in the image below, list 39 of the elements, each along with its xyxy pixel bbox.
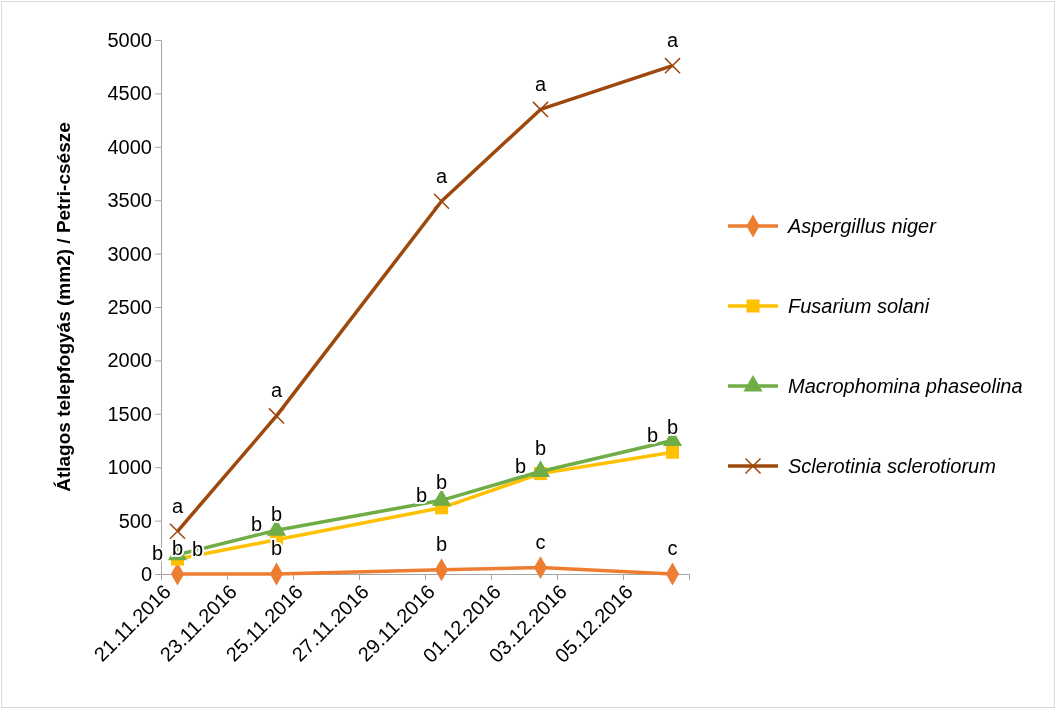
data-label: b bbox=[415, 483, 428, 506]
data-label: a bbox=[270, 379, 283, 402]
data-label: a bbox=[435, 164, 448, 187]
y-tick-label: 4000 bbox=[107, 135, 152, 158]
point bbox=[664, 57, 681, 74]
data-label: b bbox=[514, 454, 527, 477]
y-axis-title: Átlagos telepfogyás (mm2) / Petri-csésze bbox=[53, 122, 74, 492]
y-tick-label: 1500 bbox=[107, 402, 152, 425]
legend-label: Aspergillus niger bbox=[787, 215, 938, 237]
y-tick-label: 5000 bbox=[107, 28, 152, 51]
data-label: c bbox=[667, 537, 678, 560]
data-label: a bbox=[666, 28, 679, 51]
y-tick-label: 0 bbox=[140, 562, 152, 585]
legend-label: Sclerotinia sclerotiorum bbox=[788, 455, 996, 477]
point bbox=[433, 192, 450, 210]
data-label: b bbox=[151, 542, 164, 565]
point bbox=[268, 407, 285, 425]
data-label: b bbox=[534, 436, 547, 459]
data-label: a bbox=[534, 72, 547, 95]
legend-label: Macrophomina phaseolina bbox=[788, 375, 1023, 397]
point bbox=[532, 101, 549, 118]
data-label: b bbox=[646, 423, 659, 446]
y-tick-label: 500 bbox=[118, 509, 152, 532]
legend-label: Fusarium solani bbox=[788, 295, 930, 317]
y-tick-label: 4500 bbox=[107, 82, 152, 105]
data-label: b bbox=[435, 471, 448, 494]
y-tick-label: 2000 bbox=[107, 349, 152, 372]
data-label: c bbox=[535, 530, 546, 553]
y-tick-label: 1000 bbox=[107, 456, 152, 479]
data-label: b bbox=[666, 415, 679, 438]
data-label: b bbox=[435, 533, 448, 556]
point bbox=[665, 445, 680, 459]
point bbox=[169, 522, 186, 540]
data-label: b bbox=[250, 513, 263, 536]
y-tick-label: 2500 bbox=[107, 295, 152, 318]
data-label: b bbox=[270, 503, 283, 526]
y-tick-label: 3000 bbox=[107, 242, 152, 265]
y-tick-label: 3500 bbox=[107, 189, 152, 212]
data-label: a bbox=[171, 494, 184, 517]
